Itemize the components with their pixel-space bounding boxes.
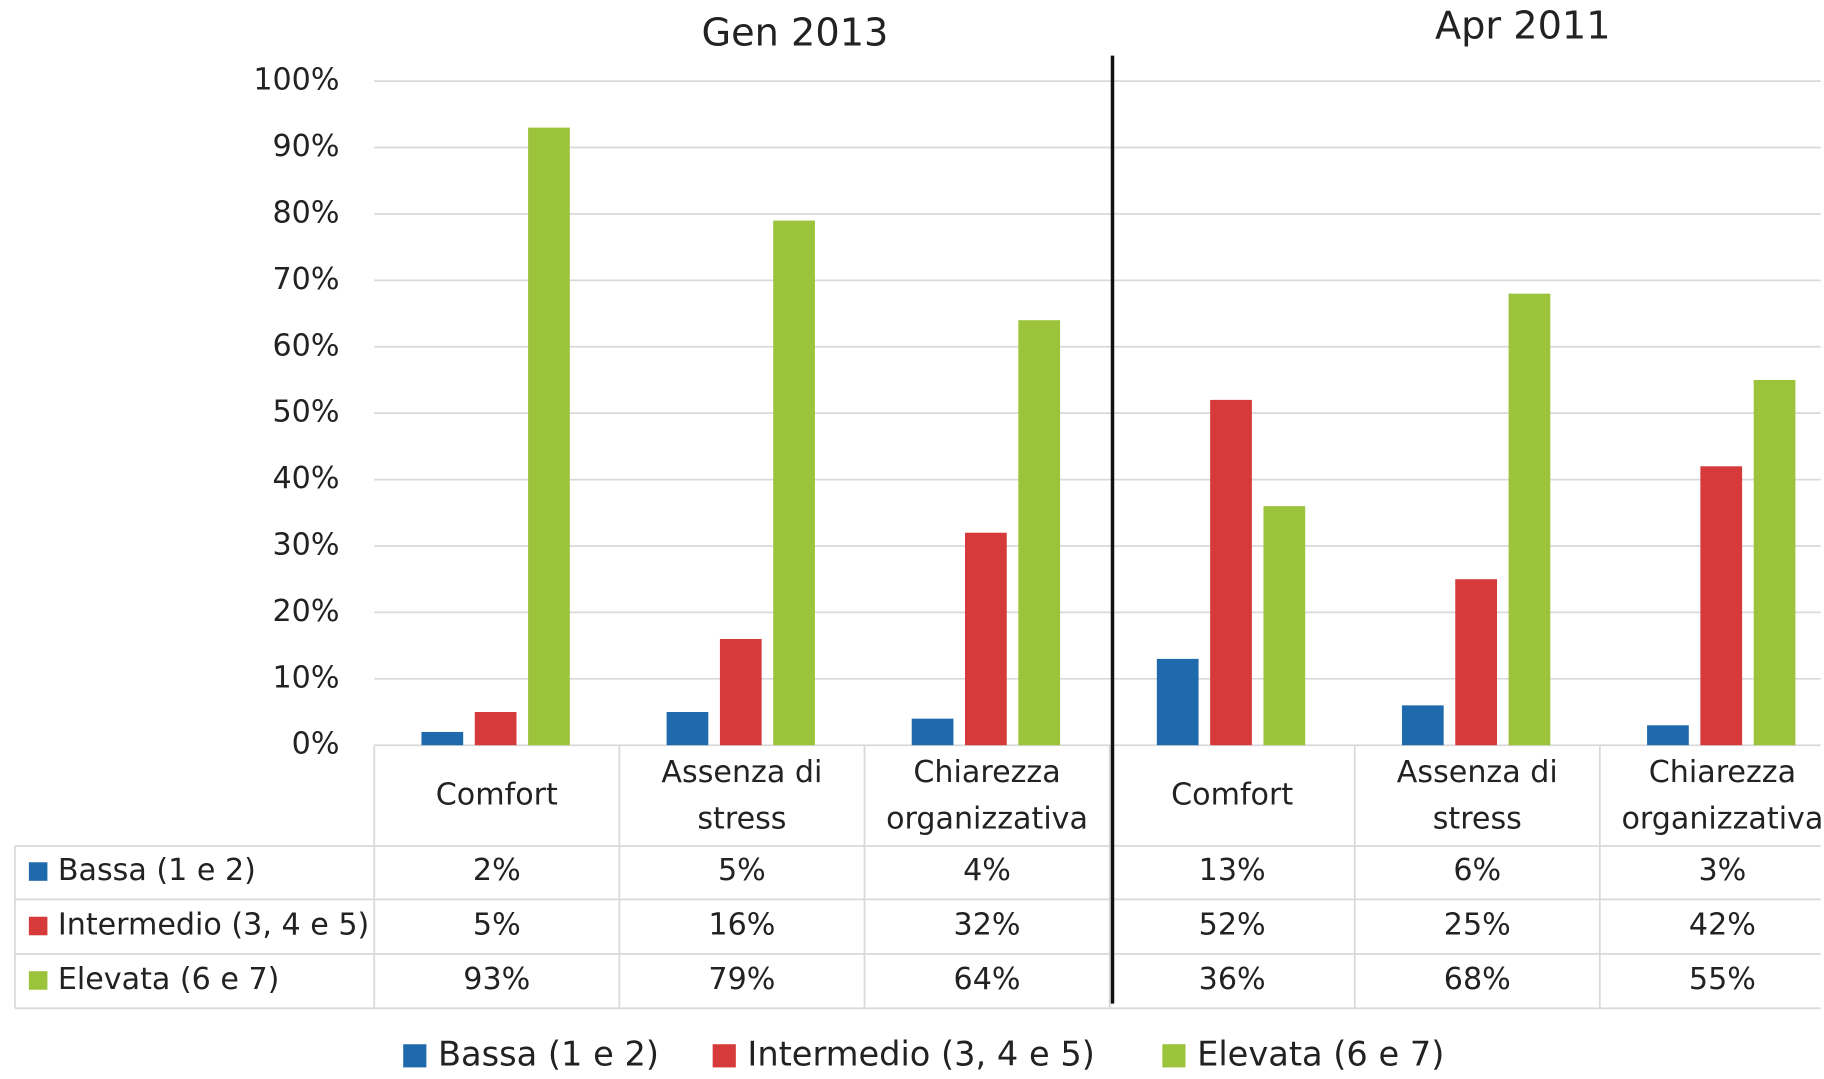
y-tick-label: 40% [273, 461, 340, 496]
x-tick-label: Assenza di stress [661, 755, 822, 836]
legend-swatch [1162, 1044, 1186, 1068]
y-tick-label: 80% [273, 195, 340, 230]
bar [1156, 658, 1199, 746]
data-label: 6% [1453, 853, 1501, 888]
x-tick-label: Chiarezza organizzativa [886, 755, 1088, 836]
data-label: 5% [473, 908, 521, 943]
bar [965, 532, 1007, 746]
data-label: 16% [708, 908, 775, 943]
y-tick-label: 60% [273, 328, 340, 363]
bar [1753, 379, 1796, 746]
data-label: 4% [963, 853, 1011, 888]
y-tick-label: 70% [273, 262, 340, 297]
bar [528, 127, 570, 746]
data-label: 68% [1444, 962, 1511, 997]
data-label: 42% [1689, 908, 1756, 943]
y-tick-label: 90% [273, 129, 340, 164]
data-label: 25% [1444, 908, 1511, 943]
legend-label: Intermedio (3, 4 e 5) [58, 908, 369, 943]
y-tick-label: 50% [273, 395, 340, 430]
group-title: Gen 2013 [702, 11, 889, 55]
bar [1647, 725, 1689, 746]
data-label: 32% [954, 908, 1021, 943]
bar [1455, 579, 1497, 746]
data-label: 55% [1689, 962, 1756, 997]
legend-label: Elevata (6 e 7) [58, 962, 280, 997]
x-tick-label: Assenza di stress [1397, 755, 1558, 836]
y-tick-label: 30% [273, 527, 340, 562]
y-tick-label: 100% [253, 63, 339, 98]
legend-swatch [403, 1044, 427, 1068]
data-label: 52% [1199, 908, 1266, 943]
legend-label: Bassa (1 e 2) [58, 853, 256, 888]
bar [1401, 705, 1444, 746]
bar [1018, 320, 1061, 746]
legend-label: Bassa (1 e 2) [438, 1034, 659, 1073]
data-label: 36% [1199, 962, 1266, 997]
data-label: 93% [463, 962, 530, 997]
data-label: 3% [1699, 853, 1747, 888]
legend-swatch [28, 916, 48, 936]
legend-label: Elevata (6 e 7) [1197, 1034, 1444, 1073]
bar [666, 712, 709, 746]
bar [911, 718, 954, 746]
x-tick-label: Comfort [1171, 778, 1293, 813]
data-label: 2% [473, 853, 521, 888]
data-label: 64% [954, 962, 1021, 997]
bar [719, 638, 762, 746]
data-label: 13% [1199, 853, 1266, 888]
y-tick-label: 0% [292, 727, 340, 762]
data-label: 5% [718, 853, 766, 888]
data-label: 79% [708, 962, 775, 997]
bar [1210, 399, 1252, 746]
x-tick-label: Chiarezza organizzativa [1621, 755, 1823, 836]
bar [1700, 466, 1743, 746]
legend-label: Intermedio (3, 4 e 5) [747, 1034, 1094, 1073]
group-title: Apr 2011 [1435, 4, 1611, 48]
x-tick-label: Comfort [436, 778, 558, 813]
bar [1263, 506, 1306, 746]
bar [421, 731, 464, 746]
y-tick-label: 10% [273, 660, 340, 695]
bar [474, 712, 517, 746]
legend-swatch [712, 1044, 736, 1068]
legend-swatch [28, 971, 48, 990]
legend-swatch [28, 862, 48, 881]
y-tick-label: 20% [273, 594, 340, 629]
bar [773, 220, 815, 746]
bar [1508, 293, 1551, 746]
